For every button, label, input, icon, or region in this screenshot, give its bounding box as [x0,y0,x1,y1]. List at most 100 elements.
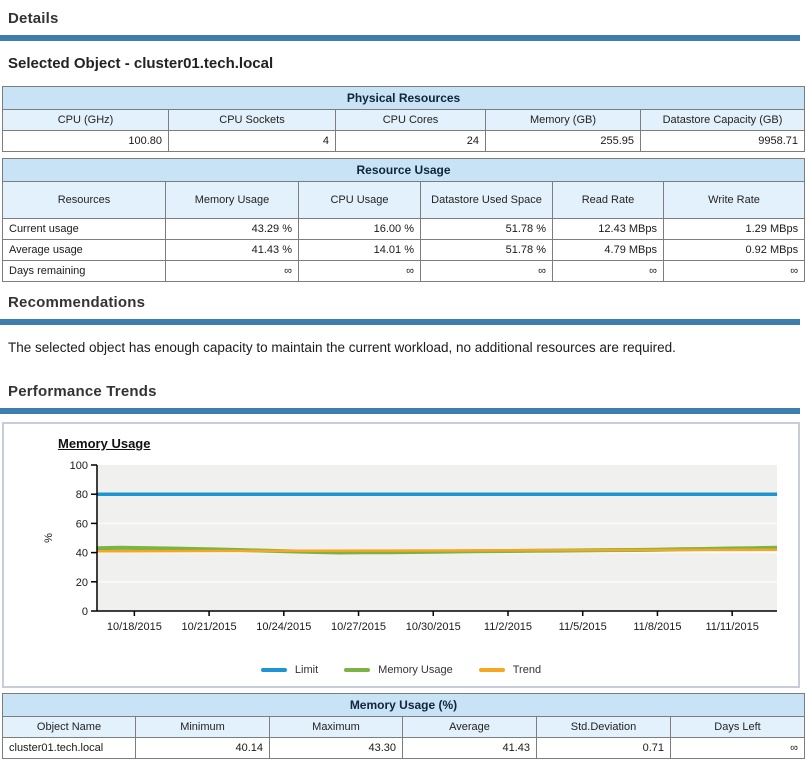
minimum-value: 40.14 [135,736,270,759]
legend-swatch [260,667,287,672]
table-header-row: CPU (GHz) CPU Sockets CPU Cores Memory (… [2,109,806,131]
column-header-cpu-cores: CPU Cores [335,109,486,131]
legend-item-limit: Limit [260,663,319,676]
chart-title: Memory Usage [58,435,151,451]
capacity-report-page: Details Selected Object - cluster01.tech… [0,10,806,759]
memory-gb-value: 255.95 [485,130,641,152]
column-header-average: Average [402,715,537,738]
current-usage-row: Current usage 43.29 % 16.00 % 51.78 % 12… [2,218,806,240]
cpu-cores-value: 24 [335,130,486,152]
memory-usage-chart-panel: Memory Usage 0 20 40 60 80 100 10/18/2015 10/21… [2,421,800,688]
write-rate-average: 0.92 MBps [662,239,806,261]
svg-text:11/8/2015: 11/8/2015 [633,621,681,633]
column-header-datastore-capacity: Datastore Capacity (GB) [639,109,806,131]
column-header-std-deviation: Std.Deviation [536,715,671,738]
resource-usage-table: Resource Usage Resources Memory Usage CP… [1,158,806,282]
legend-label: Memory Usage [378,663,453,676]
days-left-value: ∞ [670,736,805,759]
column-header-object-name: Object Name [2,715,136,738]
table-header-row: Object Name Minimum Maximum Average Std.… [2,715,805,738]
column-header-datastore-used: Datastore Used Space [420,181,553,219]
column-header-write-rate: Write Rate [662,181,806,219]
cpu-usage-current: 16.00 % [298,218,421,240]
svg-text:0: 0 [82,606,88,618]
section-divider-bar [0,35,800,41]
details-section: Details [0,10,806,41]
cpu-ghz-value: 100.80 [2,130,169,152]
svg-text:80: 80 [76,489,88,501]
table-row: 100.80 4 24 255.95 9958.71 [2,130,806,152]
row-label: Current usage [2,218,166,240]
legend-item-memory-usage: Memory Usage [344,664,453,676]
performance-trends-section-title: Performance Trends [8,382,157,400]
table-title-row: Memory Usage (%) [2,692,805,717]
column-header-cpu-sockets: CPU Sockets [168,109,336,131]
svg-text:100: 100 [70,460,88,472]
svg-text:10/27/2015: 10/27/2015 [331,621,386,633]
write-days-remaining: ∞ [662,260,806,282]
svg-text:11/5/2015: 11/5/2015 [559,621,607,633]
physical-resources-table: Physical Resources CPU (GHz) CPU Sockets… [1,86,806,152]
cpu-usage-average: 14.01 % [298,239,421,261]
recommendations-section: Recommendations The selected object has … [0,294,806,359]
legend-swatch [478,667,505,672]
svg-text:10/24/2015: 10/24/2015 [256,621,311,633]
recommendations-section-title: Recommendations [8,294,146,311]
column-header-cpu-ghz: CPU (GHz) [2,109,169,131]
std-deviation-value: 0.71 [536,736,671,759]
memory-usage-current: 43.29 % [165,218,299,240]
recommendations-text: The selected object has enough capacity … [8,340,676,355]
memory-usage-stats-title: Memory Usage (%) [2,692,805,717]
row-label: Days remaining [2,260,166,282]
legend-item-trend: Trend [478,663,542,676]
column-header-memory-gb: Memory (GB) [485,109,641,131]
write-rate-current: 1.29 MBps [662,218,806,240]
cpu-days-remaining: ∞ [298,260,421,282]
column-header-cpu-usage: CPU Usage [298,181,421,219]
svg-text:60: 60 [76,518,88,530]
svg-text:10/18/2015: 10/18/2015 [107,621,162,633]
legend-label: Limit [294,663,319,676]
svg-text:10/21/2015: 10/21/2015 [182,621,237,633]
datastore-capacity-value: 9958.71 [639,130,806,152]
svg-text:20: 20 [76,577,88,589]
days-remaining-row: Days remaining ∞ ∞ ∞ ∞ ∞ [2,260,806,282]
column-header-resources: Resources [2,181,166,219]
column-header-memory-usage: Memory Usage [165,181,299,219]
column-header-maximum: Maximum [269,715,403,738]
average-usage-row: Average usage 41.43 % 14.01 % 51.78 % 4.… [2,239,806,261]
svg-text:40: 40 [76,548,88,560]
average-value: 41.43 [402,736,537,759]
svg-text:%: % [43,533,55,543]
table-title-row: Physical Resources [1,86,806,110]
read-rate-average: 4.79 MBps [552,239,664,261]
legend-swatch [344,667,371,672]
section-divider-bar [0,407,800,414]
details-section-title: Details [8,10,59,27]
selected-object-title: Selected Object - cluster01.tech.local [8,55,274,72]
memory-usage-average: 41.43 % [165,239,299,261]
chart-legend: Limit Memory Usage Trend [4,664,798,676]
performance-trends-section: Performance Trends [0,383,806,414]
memory-usage-stats-table: Memory Usage (%) Object Name Minimum Max… [2,692,805,759]
datastore-used-current: 51.78 % [420,218,553,240]
table-row: cluster01.tech.local 40.14 43.30 41.43 0… [2,736,805,759]
resource-usage-title: Resource Usage [1,158,806,182]
legend-label: Trend [512,663,542,676]
datastore-days-remaining: ∞ [420,260,553,282]
column-header-read-rate: Read Rate [552,181,664,219]
cpu-sockets-value: 4 [168,130,336,152]
svg-text:10/30/2015: 10/30/2015 [406,621,461,633]
memory-usage-line-chart: 0 20 40 60 80 100 10/18/2015 10/21/2015 10/24/20… [43,460,778,633]
object-name-value: cluster01.tech.local [2,736,136,759]
physical-resources-title: Physical Resources [1,86,806,110]
datastore-used-average: 51.78 % [420,239,553,261]
maximum-value: 43.30 [269,736,403,759]
svg-text:11/11/2015: 11/11/2015 [705,621,758,633]
column-header-minimum: Minimum [135,715,270,738]
read-rate-current: 12.43 MBps [552,218,664,240]
memory-days-remaining: ∞ [165,260,299,282]
column-header-days-left: Days Left [670,715,805,738]
svg-text:11/2/2015: 11/2/2015 [484,621,532,633]
row-label: Average usage [2,239,166,261]
